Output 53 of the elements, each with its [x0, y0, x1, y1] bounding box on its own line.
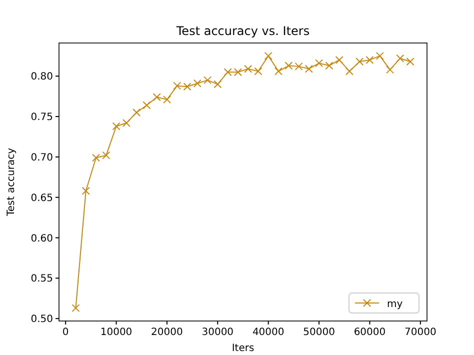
y-tick-label: 0.80 — [30, 72, 53, 83]
point — [376, 52, 384, 60]
point — [102, 151, 110, 160]
x-axis-title: Iters — [232, 343, 254, 354]
point — [142, 101, 151, 110]
point — [72, 304, 80, 312]
x-tick-label: 40000 — [252, 327, 284, 338]
point — [193, 79, 202, 88]
point — [122, 119, 130, 128]
point — [406, 58, 414, 66]
point — [183, 82, 192, 91]
point — [345, 67, 354, 76]
point — [264, 52, 272, 60]
point — [173, 82, 182, 90]
y-tick-label: 0.50 — [30, 314, 53, 326]
point — [162, 96, 171, 104]
point — [315, 59, 324, 68]
point — [244, 64, 252, 73]
x-tick-label: 20000 — [151, 327, 183, 338]
point — [325, 62, 334, 70]
y-tick-label: 0.60 — [30, 233, 53, 244]
y-axis-title: Test accuracy — [6, 148, 17, 217]
x-tick-label: 10000 — [100, 327, 132, 338]
point — [214, 80, 222, 88]
point — [386, 66, 394, 74]
legend-label: my — [387, 299, 403, 310]
point — [112, 122, 120, 130]
chart-title: Test accuracy vs. Iters — [175, 24, 310, 38]
y-tick-label: 0.70 — [30, 152, 53, 164]
point — [396, 54, 404, 62]
y-tick-label: 0.65 — [30, 192, 53, 204]
y-tick-label: 0.75 — [30, 112, 53, 124]
point — [224, 68, 232, 76]
point — [366, 56, 374, 64]
point — [304, 64, 313, 73]
x-tick-label: 50000 — [303, 327, 335, 338]
point — [335, 56, 344, 64]
point — [284, 62, 293, 70]
point — [82, 186, 90, 195]
point — [152, 93, 161, 102]
point — [92, 154, 100, 162]
point — [274, 67, 282, 76]
x-tick-label: 70000 — [404, 327, 436, 338]
x-tick-label: 60000 — [354, 327, 386, 338]
point — [356, 58, 364, 66]
x-tick-label: 0 — [62, 327, 69, 338]
point — [204, 76, 212, 84]
point — [294, 62, 303, 70]
point — [254, 67, 262, 76]
point — [234, 68, 242, 76]
y-tick-label: 0.55 — [30, 274, 53, 285]
point — [132, 108, 141, 116]
x-tick-label: 30000 — [202, 327, 234, 338]
